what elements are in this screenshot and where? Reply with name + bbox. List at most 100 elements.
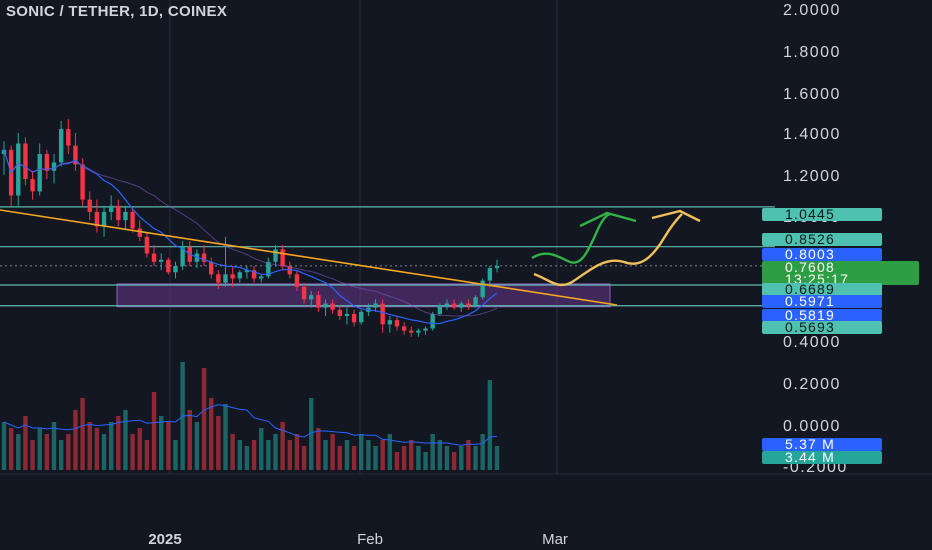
volume-bar-54 xyxy=(387,434,393,470)
volume-bar-35 xyxy=(251,440,257,470)
candle-body-16 xyxy=(116,205,121,221)
price-badge-label-5: 0.5971 xyxy=(785,293,835,309)
candle-body-53 xyxy=(380,303,385,325)
volume-bar-28 xyxy=(201,368,207,470)
price-badge-label-4: 0.6689 xyxy=(785,281,835,297)
volume-bar-39 xyxy=(280,422,285,470)
candle-body-19 xyxy=(137,228,142,237)
volume-bar-19 xyxy=(137,428,142,470)
volume-bar-44 xyxy=(316,428,321,470)
candle-body-14 xyxy=(101,211,107,227)
y-tick-label-4: 1.2000 xyxy=(783,168,841,185)
candle-body-68 xyxy=(487,268,493,281)
volume-bar-5 xyxy=(37,428,42,470)
volume-bar-56 xyxy=(401,446,407,470)
volume-bar-40 xyxy=(287,440,292,470)
candle-body-9 xyxy=(66,129,71,146)
candle-body-47 xyxy=(337,309,343,316)
candle-body-55 xyxy=(394,320,400,327)
y-tick-label-2: 1.6000 xyxy=(783,86,841,103)
volume-bar-24 xyxy=(173,440,178,470)
candle-body-63 xyxy=(451,303,457,308)
volume-bar-29 xyxy=(209,398,214,470)
volume-bar-6 xyxy=(44,434,50,470)
volume-bar-60 xyxy=(430,434,435,470)
price-badge-7 xyxy=(762,321,882,334)
volume-bar-50 xyxy=(359,434,364,470)
volume-bar-45 xyxy=(323,440,328,470)
volume-bar-57 xyxy=(409,440,414,470)
ma-long-line xyxy=(3,149,498,317)
volume-bar-11 xyxy=(80,398,85,470)
volume-bar-55 xyxy=(394,452,400,470)
volume-bar-0 xyxy=(1,422,7,470)
candle-body-21 xyxy=(151,253,157,262)
bullish-path-yellow xyxy=(533,213,683,287)
volume-bar-49 xyxy=(351,446,357,470)
volume-bar-64 xyxy=(459,446,464,470)
y-tick-label-8: 0.0000 xyxy=(783,418,841,435)
candle-body-33 xyxy=(237,272,242,279)
price-badges: 1.04450.85260.80030.760813:25:170.66890.… xyxy=(762,206,919,465)
candle-body-8 xyxy=(58,129,64,163)
volume-bar-38 xyxy=(273,434,278,470)
volume-bar-8 xyxy=(58,440,64,470)
volume-bar-53 xyxy=(380,440,385,470)
candle-body-64 xyxy=(459,303,464,308)
candle-body-31 xyxy=(223,274,228,283)
volume-bar-1 xyxy=(8,428,14,470)
y-tick-label-0: 2.0000 xyxy=(783,2,841,19)
volume-bar-23 xyxy=(166,422,171,470)
levels-layer xyxy=(0,206,775,307)
price-badge-label-2: 0.8003 xyxy=(785,246,835,262)
volume-bar-59 xyxy=(423,452,428,470)
volume-bar-4 xyxy=(30,440,35,470)
candle-body-11 xyxy=(80,164,85,200)
candle-body-58 xyxy=(416,330,421,333)
candle-body-43 xyxy=(309,295,314,300)
candle-body-60 xyxy=(430,313,435,329)
volume-bar-26 xyxy=(187,410,192,470)
volume-bar-52 xyxy=(373,446,378,470)
candle-body-59 xyxy=(423,328,428,331)
price-badge-5 xyxy=(762,295,882,308)
candle-body-32 xyxy=(230,274,235,279)
candle-body-39 xyxy=(280,249,285,266)
support-zone-layer xyxy=(116,283,611,308)
volume-bar-69 xyxy=(494,446,500,470)
price-badge-3 xyxy=(762,261,919,285)
candle-body-6 xyxy=(44,154,50,171)
candle-body-29 xyxy=(209,261,214,275)
candle-body-44 xyxy=(316,295,321,308)
price-badge-label-3: 0.7608 xyxy=(785,259,835,275)
candle-body-35 xyxy=(251,270,257,279)
candle-body-36 xyxy=(259,276,264,279)
volume-bar-51 xyxy=(366,440,371,470)
candle-body-3 xyxy=(23,143,28,180)
volume-bar-16 xyxy=(116,416,121,470)
volume-bar-2 xyxy=(16,434,21,470)
candle-body-48 xyxy=(344,313,350,316)
price-badge-label-0: 1.0445 xyxy=(785,206,835,222)
candle-body-0 xyxy=(1,149,7,154)
moving-averages xyxy=(3,149,498,446)
candle-body-7 xyxy=(51,162,57,171)
volume-bar-58 xyxy=(416,446,421,470)
candle-body-61 xyxy=(437,305,443,314)
volume-badge-label-1: 3.44 M xyxy=(785,449,835,465)
candle-body-50 xyxy=(359,311,364,323)
candle-body-54 xyxy=(387,320,393,325)
volume-badge-1 xyxy=(762,451,882,464)
volume-bar-68 xyxy=(487,380,493,470)
x-tick-label-0: 2025 xyxy=(148,531,181,548)
volume-bar-20 xyxy=(144,440,150,470)
candle-body-17 xyxy=(123,211,128,221)
y-tick-label-7: 0.2000 xyxy=(783,376,841,393)
candle-body-25 xyxy=(180,247,185,266)
candle-body-27 xyxy=(194,253,200,262)
volume-ma-line xyxy=(3,404,498,446)
candle-body-57 xyxy=(409,330,414,333)
volume-bar-13 xyxy=(94,428,100,470)
candle-body-15 xyxy=(108,205,114,212)
